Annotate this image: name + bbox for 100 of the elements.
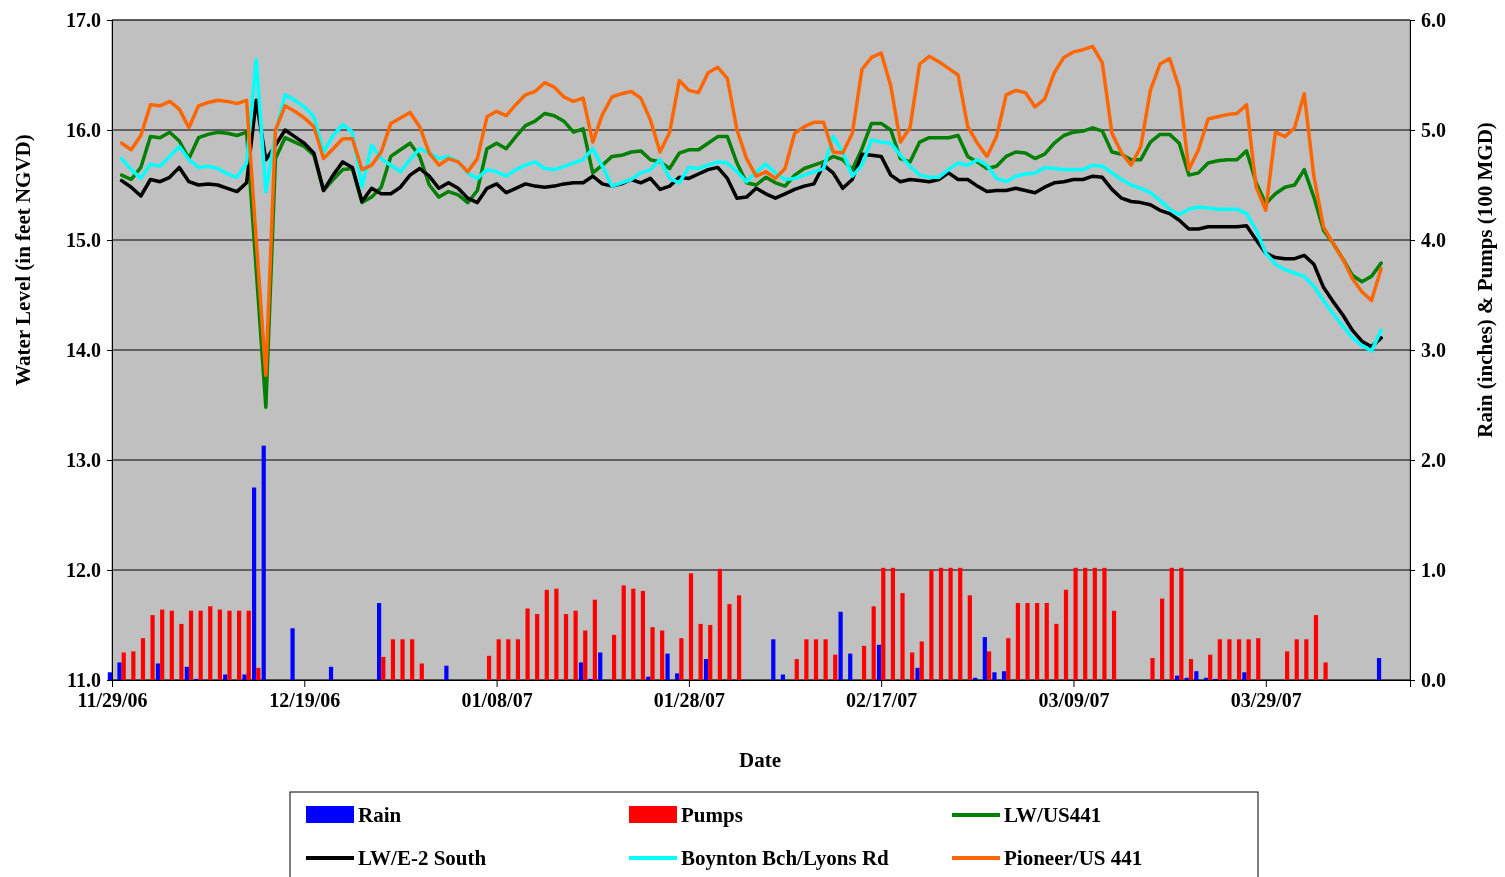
bar bbox=[1246, 639, 1251, 680]
x-tick-label: 01/28/07 bbox=[653, 689, 725, 712]
bar bbox=[688, 573, 694, 680]
x-tick-label: 03/09/07 bbox=[1038, 689, 1110, 712]
y2-tick-label: 4.0 bbox=[1421, 228, 1446, 251]
bar bbox=[208, 606, 213, 680]
bar bbox=[583, 630, 588, 680]
bar bbox=[410, 639, 415, 680]
bar bbox=[679, 638, 684, 680]
x-tick-label: 12/19/06 bbox=[269, 689, 341, 712]
bar bbox=[150, 615, 155, 680]
y-tick-label: 13.0 bbox=[66, 448, 101, 471]
y2-tick-label: 2.0 bbox=[1421, 448, 1446, 471]
bar bbox=[1054, 623, 1059, 680]
bar bbox=[876, 644, 882, 680]
y2-tick-label: 1.0 bbox=[1421, 558, 1446, 581]
bar bbox=[1083, 567, 1088, 680]
bar bbox=[823, 639, 828, 680]
bar bbox=[554, 588, 559, 680]
bar bbox=[1160, 598, 1165, 680]
bar bbox=[515, 639, 521, 680]
bar bbox=[771, 639, 776, 680]
bar bbox=[929, 570, 934, 680]
bar bbox=[986, 651, 992, 680]
bar bbox=[1208, 654, 1213, 680]
bar bbox=[890, 567, 896, 680]
bar bbox=[506, 639, 511, 680]
bar bbox=[1313, 615, 1319, 680]
y-tick-label: 17.0 bbox=[66, 8, 101, 31]
bar bbox=[1256, 638, 1261, 680]
bar bbox=[938, 567, 944, 680]
bar bbox=[117, 662, 122, 680]
bar bbox=[708, 625, 713, 680]
y-tick-label: 14.0 bbox=[66, 338, 101, 361]
bar bbox=[535, 614, 540, 680]
bar bbox=[496, 639, 501, 680]
y2-tick-label: 6.0 bbox=[1421, 8, 1446, 31]
legend-label: Pumps bbox=[681, 803, 743, 827]
bar bbox=[1304, 639, 1309, 680]
x-tick-label: 11/29/06 bbox=[77, 689, 148, 712]
bar bbox=[660, 630, 665, 680]
bar bbox=[848, 653, 853, 680]
bar bbox=[1285, 651, 1290, 680]
legend-label: Pioneer/US 441 bbox=[1004, 846, 1143, 870]
bar bbox=[544, 589, 549, 680]
bar bbox=[717, 568, 722, 680]
y2-axis-title: Rain (inches) & Pumps (100 MGD) bbox=[1473, 122, 1497, 438]
y-tick-label: 11.0 bbox=[67, 668, 101, 691]
bar bbox=[621, 585, 626, 680]
bar bbox=[390, 639, 396, 680]
bar bbox=[328, 666, 334, 680]
bar bbox=[290, 628, 295, 680]
bar bbox=[1092, 567, 1097, 680]
bar bbox=[698, 623, 703, 680]
bar bbox=[833, 654, 838, 680]
bar bbox=[377, 603, 382, 680]
bar bbox=[1001, 671, 1007, 680]
bar bbox=[861, 645, 867, 680]
bar bbox=[525, 608, 530, 680]
bar bbox=[640, 590, 646, 680]
bar bbox=[578, 662, 584, 680]
bar bbox=[1294, 639, 1299, 680]
bar bbox=[155, 663, 161, 680]
bar bbox=[1150, 658, 1155, 680]
y2-tick-label: 0.0 bbox=[1421, 668, 1446, 691]
bar bbox=[400, 639, 405, 680]
bar bbox=[227, 610, 232, 680]
bar bbox=[1025, 603, 1030, 680]
bar bbox=[665, 653, 670, 680]
bar bbox=[242, 674, 247, 680]
bar bbox=[881, 567, 886, 680]
bar bbox=[727, 604, 732, 680]
bar bbox=[237, 610, 242, 680]
bar bbox=[1063, 589, 1069, 680]
bar bbox=[1217, 639, 1222, 680]
bar bbox=[675, 673, 680, 680]
bar bbox=[1111, 610, 1117, 680]
bar bbox=[804, 639, 809, 680]
y-axis-title: Water Level (in feet NGVD) bbox=[11, 134, 35, 386]
bar bbox=[246, 610, 251, 680]
y-tick-label: 16.0 bbox=[66, 118, 101, 141]
bar bbox=[486, 655, 492, 680]
bar bbox=[919, 641, 924, 680]
bar bbox=[217, 609, 222, 680]
bar bbox=[910, 652, 915, 680]
bar bbox=[1073, 567, 1078, 680]
bar bbox=[261, 445, 266, 680]
bar bbox=[1035, 603, 1040, 680]
bar bbox=[198, 610, 203, 680]
bar bbox=[838, 611, 843, 680]
bar bbox=[948, 567, 953, 680]
bar bbox=[1044, 603, 1049, 680]
bar bbox=[188, 610, 194, 680]
bar bbox=[121, 652, 126, 680]
legend-label: LW/E-2 South bbox=[358, 846, 487, 870]
x-tick-label: 01/08/07 bbox=[461, 689, 533, 712]
bar bbox=[184, 666, 189, 680]
bar bbox=[794, 659, 799, 680]
bar bbox=[611, 634, 617, 680]
bar bbox=[915, 667, 920, 680]
